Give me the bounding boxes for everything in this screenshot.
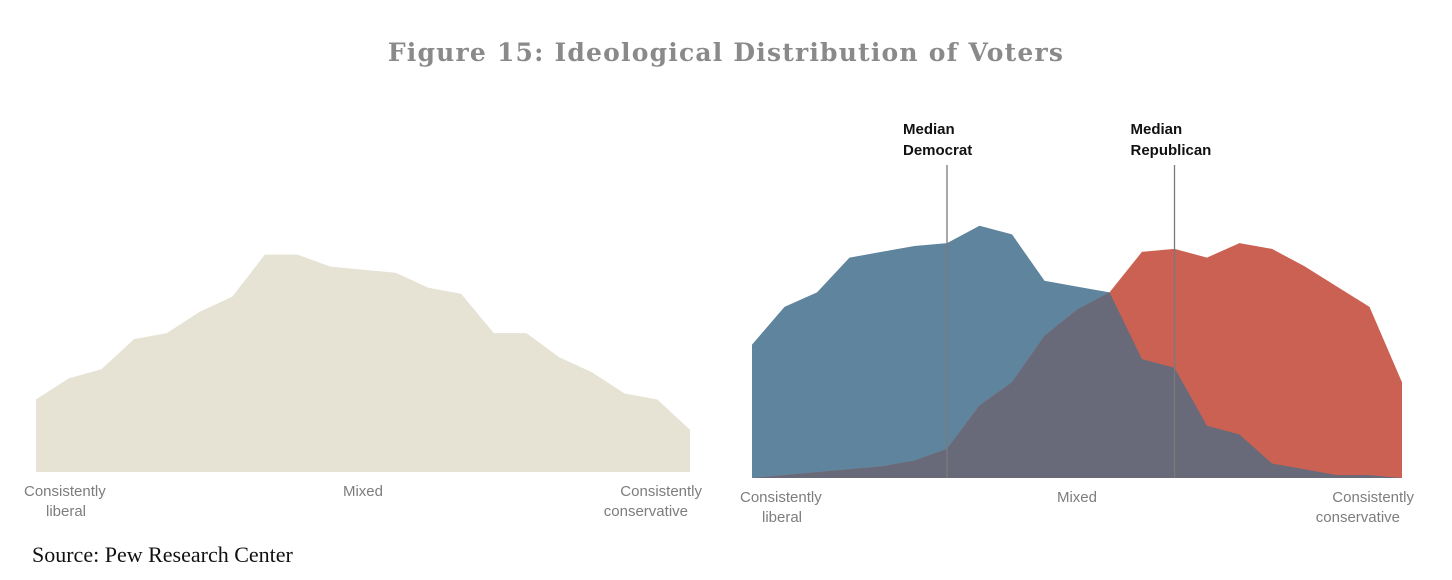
median-democrat-label: Median Democrat (903, 121, 972, 159)
chart2-tick-label: Mixed (1057, 489, 1097, 506)
partisan-chart: Median Democrat Median Republican Consistent… (740, 121, 1414, 526)
median-republican-label: Median Republican (1131, 121, 1212, 159)
figure-title: Figure 15: Ideological Distribution of V… (387, 38, 1065, 67)
chart1-tick-label: Consistently conservative (604, 483, 703, 520)
chart2-tick-label: Consistently liberal (740, 489, 822, 526)
all-voters-chart: Consistently liberal Mixed Consistently cons… (24, 254, 703, 520)
chart2-tick-label: Consistently conservative (1316, 489, 1415, 526)
chart1-tick-label: Consistently liberal (24, 483, 106, 520)
all-voters-area (36, 254, 690, 472)
source-note: Source: Pew Research Center (32, 542, 293, 567)
chart1-tick-label: Mixed (343, 483, 383, 500)
